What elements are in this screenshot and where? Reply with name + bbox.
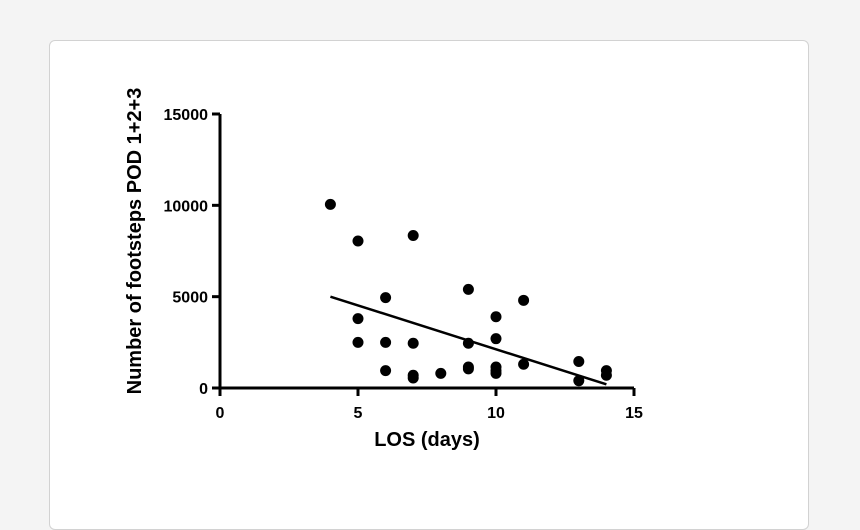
data-point [518, 358, 530, 370]
y-axis-title: Number of footsteps POD 1+2+3 [124, 88, 146, 395]
x-axis-title: LOS (days) [374, 429, 480, 451]
chart-card [49, 40, 809, 530]
data-point [462, 363, 474, 375]
trendline [330, 295, 607, 386]
data-point [518, 294, 530, 306]
y-tick-label: 10000 [164, 198, 209, 215]
x-tick-label: 5 [354, 405, 363, 422]
data-point [380, 292, 392, 304]
data-point [462, 283, 474, 295]
data-point [324, 198, 336, 210]
y-tick-label: 5000 [172, 290, 208, 307]
x-tick-label: 15 [625, 405, 643, 422]
scatter-chart: 0 5 10 15 0 5000 10000 15000 LOS (days) Number … [124, 88, 644, 451]
data-point [380, 365, 392, 377]
x-tick-label: 0 [216, 405, 225, 422]
data-point [407, 337, 419, 349]
data-point [573, 375, 585, 387]
data-point [380, 336, 392, 348]
data-point [407, 372, 419, 384]
data-point [352, 235, 364, 247]
data-point [490, 367, 502, 379]
data-point [600, 369, 612, 381]
x-tick-label: 10 [487, 405, 505, 422]
ticks [212, 112, 636, 396]
data-point [490, 311, 502, 323]
data-point [435, 367, 447, 379]
data-point [352, 313, 364, 325]
data-point [352, 336, 364, 348]
data-point [490, 333, 502, 345]
axes [218, 114, 634, 390]
y-tick-label: 15000 [164, 107, 209, 124]
data-point [573, 356, 585, 368]
data-points [324, 198, 612, 387]
tick-labels: 0 5 10 15 0 5000 10000 15000 [164, 107, 644, 422]
data-point [407, 229, 419, 241]
y-tick-label: 0 [199, 381, 208, 398]
